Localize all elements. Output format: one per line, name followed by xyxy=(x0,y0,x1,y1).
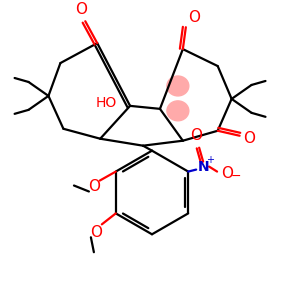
Text: O: O xyxy=(88,179,100,194)
Text: O: O xyxy=(90,225,102,240)
Text: O: O xyxy=(190,128,202,143)
Text: N: N xyxy=(197,160,209,174)
Ellipse shape xyxy=(167,101,189,121)
Text: HO: HO xyxy=(96,96,117,110)
Text: O: O xyxy=(221,166,233,181)
Text: −: − xyxy=(231,170,241,183)
Text: O: O xyxy=(188,10,200,25)
Text: O: O xyxy=(75,2,87,17)
Text: O: O xyxy=(244,131,256,146)
Ellipse shape xyxy=(167,76,189,96)
Text: +: + xyxy=(206,154,214,165)
